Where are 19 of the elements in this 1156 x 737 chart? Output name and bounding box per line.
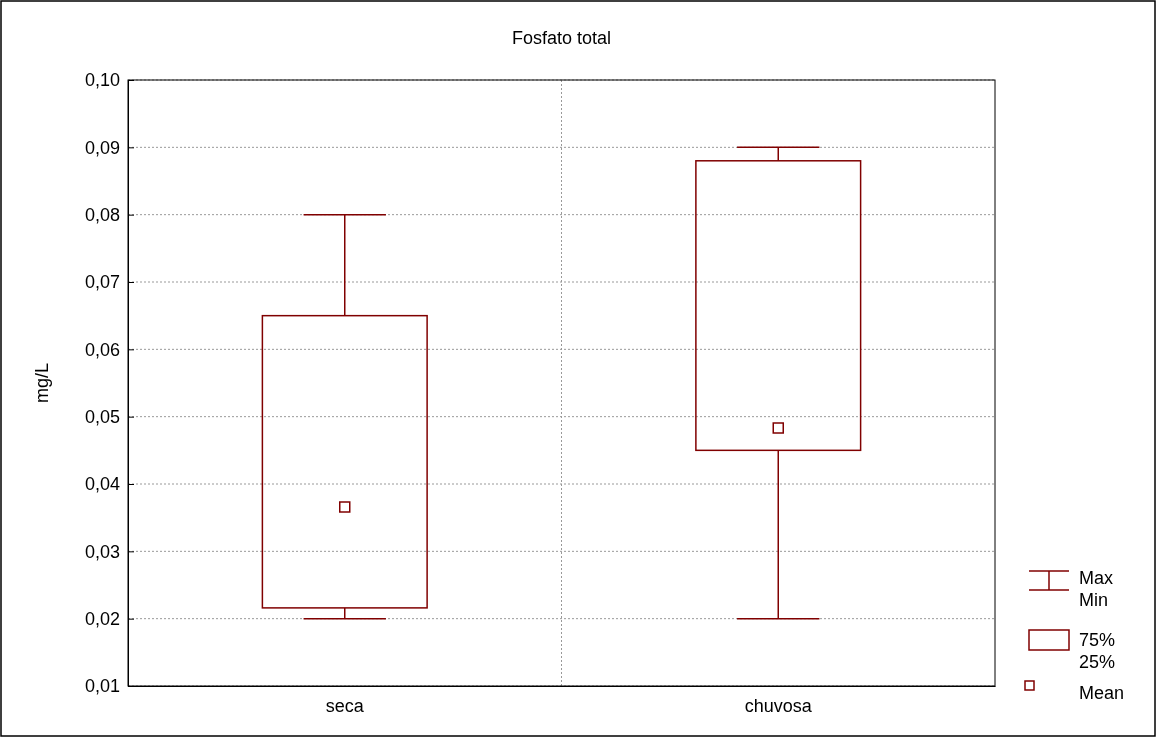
y-tick-label: 0,02 bbox=[84, 608, 120, 629]
y-tick-label: 0,03 bbox=[84, 541, 120, 562]
y-tick-label: 0,08 bbox=[84, 204, 120, 225]
y-tick-label: 0,09 bbox=[84, 137, 120, 158]
chart-title: Fosfato total bbox=[511, 28, 612, 48]
y-tick-label: 0,04 bbox=[84, 474, 120, 495]
text: Max bbox=[1079, 568, 1114, 589]
text: 75% bbox=[1079, 630, 1116, 651]
y-tick-label: 0,05 bbox=[84, 406, 120, 427]
x-tick-label: chuvosa bbox=[744, 696, 813, 717]
y-tick-label: 0,10 bbox=[84, 70, 120, 91]
y-tick-label: 0,01 bbox=[84, 676, 120, 697]
y-axis-title: mg/L bbox=[32, 362, 52, 404]
text: 25% bbox=[1079, 652, 1116, 673]
text: Min bbox=[1079, 590, 1109, 611]
text: Mean bbox=[1079, 683, 1125, 704]
y-tick-label: 0,06 bbox=[84, 339, 120, 360]
y-tick-label: 0,07 bbox=[84, 272, 120, 293]
x-tick-label: seca bbox=[325, 696, 365, 717]
